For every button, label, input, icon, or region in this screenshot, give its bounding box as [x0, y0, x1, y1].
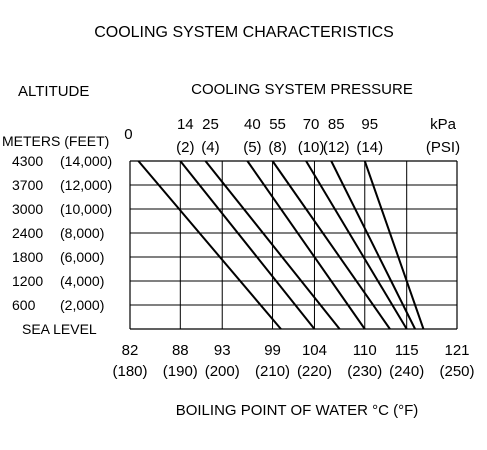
- pressure-kpa-label: 14: [176, 116, 194, 133]
- pressure-line: [246, 160, 366, 330]
- pressure-line: [271, 160, 391, 330]
- y-tick-label-feet: (4,000): [60, 273, 105, 289]
- kpa-unit-label: kPa: [430, 116, 456, 133]
- y-tick-label-meters: 3000: [12, 201, 44, 217]
- x-tick-label-c: 104: [301, 342, 327, 359]
- x-tick-label-c: 115: [394, 342, 419, 359]
- pressure-psi-label: (4): [201, 139, 220, 156]
- pressure-kpa-label: 0: [124, 126, 133, 143]
- pressure-psi-label: (2): [176, 139, 195, 156]
- pressure-psi-label: (10): [297, 139, 325, 156]
- x-tick-label-c: 121: [444, 342, 470, 359]
- y-tick-label-feet: (6,000): [60, 249, 105, 265]
- pressure-psi-label: (14): [356, 139, 384, 156]
- chart-title: COOLING SYSTEM CHARACTERISTICS: [94, 24, 394, 41]
- y-tick-label-feet: (12,000): [60, 177, 113, 193]
- y-tick-label-feet: (2,000): [60, 297, 105, 313]
- y-tick-label-meters: 600: [12, 297, 36, 313]
- pressure-line: [204, 160, 341, 330]
- pressure-psi-label: (8): [268, 139, 287, 156]
- units-header: METERS (FEET): [2, 133, 110, 149]
- x-tick-label-f: (250): [439, 363, 475, 380]
- altitude-header: ALTITUDE: [18, 83, 90, 100]
- y-tick-label-feet: (8,000): [60, 225, 105, 241]
- x-tick-label-c: 110: [352, 342, 377, 359]
- x-tick-label-f: (210): [255, 363, 291, 380]
- pressure-line: [179, 160, 316, 330]
- pressure-kpa-label: 85: [327, 116, 345, 133]
- y-tick-label-feet: (14,000): [60, 153, 113, 169]
- x-tick-label-f: (240): [389, 363, 425, 380]
- x-axis-title: BOILING POINT OF WATER °C (°F): [175, 402, 419, 419]
- pressure-header: COOLING SYSTEM PRESSURE: [191, 81, 413, 98]
- pressure-line: [363, 160, 425, 330]
- psi-unit-label: (PSI): [425, 139, 461, 156]
- pressure-kpa-label: 70: [302, 116, 320, 133]
- x-tick-label-f: (200): [204, 363, 240, 380]
- y-tick-label-meters: 4300: [12, 153, 44, 169]
- pressure-kpa-label: 55: [269, 116, 286, 133]
- pressure-kpa-label: 40: [244, 116, 261, 133]
- pressure-line: [305, 160, 408, 330]
- pressure-psi-label: (12): [322, 139, 350, 156]
- pressure-line: [137, 160, 282, 330]
- x-tick-label-f: (180): [112, 363, 148, 380]
- x-tick-label-c: 93: [213, 342, 231, 359]
- y-tick-label-meters: 1200: [12, 273, 44, 289]
- x-tick-label-c: 99: [264, 342, 281, 359]
- x-tick-label-f: (190): [162, 363, 198, 380]
- pressure-kpa-label: 95: [361, 116, 379, 133]
- x-tick-label-f: (230): [347, 363, 383, 380]
- x-tick-label-c: 82: [121, 342, 139, 359]
- y-tick-label-meters: 2400: [12, 225, 44, 241]
- y-tick-label-meters: 1800: [12, 249, 44, 265]
- pressure-psi-label: (5): [243, 139, 262, 156]
- x-tick-label-c: 88: [171, 342, 189, 359]
- pressure-kpa-label: 25: [202, 116, 219, 133]
- y-tick-label-sealevel: SEA LEVEL: [22, 321, 97, 337]
- pressure-line: [330, 160, 416, 330]
- y-tick-label-meters: 3700: [12, 177, 44, 193]
- y-tick-label-feet: (10,000): [60, 201, 113, 217]
- x-tick-label-f: (220): [296, 363, 332, 380]
